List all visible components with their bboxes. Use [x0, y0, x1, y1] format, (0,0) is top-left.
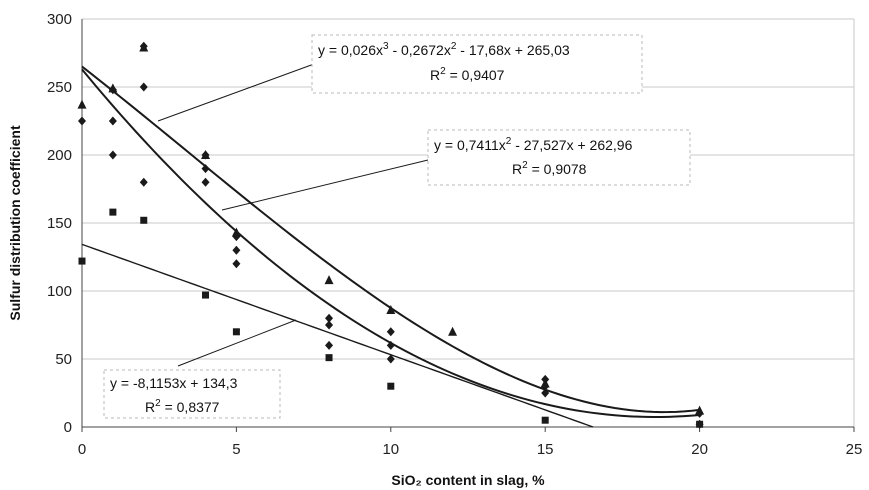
x-tick-label: 15	[537, 441, 554, 458]
y-tick-label: 150	[47, 215, 72, 232]
y-tick-label: 200	[47, 147, 72, 164]
diamond-point	[139, 82, 148, 92]
x-tick-label: 5	[232, 441, 240, 458]
diamond-point	[541, 381, 550, 391]
quadratic-equation: y = 0,7411x2 - 27,527x + 262,96	[434, 136, 633, 153]
x-axis-title: SiO₂ content in slag, %	[391, 472, 545, 488]
square-point	[78, 257, 86, 265]
quadratic-equation-box: y = 0,7411x2 - 27,527x + 262,96 R2 = 0,9…	[427, 129, 691, 186]
diamond-point	[232, 232, 241, 242]
square-point	[109, 208, 117, 216]
square-point	[202, 291, 210, 299]
y-tick-label: 300	[47, 11, 72, 28]
x-tick-labels: 0 5 10 15 20 25	[78, 427, 863, 458]
diamond-point	[201, 150, 210, 160]
diamond-point	[108, 150, 117, 160]
triangle-point	[386, 305, 396, 315]
cubic-leader-line	[157, 63, 315, 122]
cubic-equation-box: y = 0,026x3 - 0,2672x2 - 17,68x + 265,03…	[311, 34, 643, 94]
diamond-point	[325, 313, 334, 323]
diamond-point	[139, 177, 148, 187]
diamond-point	[201, 164, 210, 174]
square-point	[696, 420, 704, 428]
y-tick-label: 100	[47, 283, 72, 300]
data-points	[77, 41, 705, 429]
linear-equation: y = -8,1153x + 134,3	[110, 375, 238, 391]
linear-leader-line	[177, 319, 297, 367]
x-tick-label: 20	[691, 441, 708, 458]
diamond-point	[78, 116, 86, 126]
diamond-point	[325, 320, 334, 330]
quadratic-trendline	[81, 68, 700, 419]
diamond-point	[386, 354, 395, 364]
linear-trendline	[81, 243, 594, 428]
square-point	[541, 416, 549, 424]
diamond-point	[541, 374, 550, 384]
diamond-point	[232, 259, 241, 269]
diamond-point	[108, 85, 117, 95]
y-axis-title: Sulfur distribution coefficient	[7, 125, 23, 321]
x-tick-label: 25	[846, 441, 863, 458]
square-point	[325, 354, 333, 362]
x-tick-label: 0	[78, 441, 86, 458]
y-tick-label: 50	[55, 351, 72, 368]
square-point	[232, 328, 240, 336]
y-tick-label: 0	[64, 419, 72, 436]
triangle-point	[231, 227, 241, 237]
quadratic-leader-line	[221, 159, 429, 211]
diamond-point	[386, 340, 395, 350]
linear-r2: R2 = 0,8377	[145, 398, 220, 415]
diamond-point	[201, 177, 210, 187]
diamond-point	[695, 408, 704, 418]
square-point	[387, 382, 395, 390]
quadratic-r2: R2 = 0,9078	[512, 160, 587, 177]
diamond-point	[386, 327, 395, 337]
triangle-point	[77, 99, 87, 109]
cubic-equation: y = 0,026x3 - 0,2672x2 - 17,68x + 265,03	[318, 41, 570, 58]
triangle-point	[448, 326, 458, 336]
x-tick-label: 10	[382, 441, 399, 458]
diamond-point	[139, 41, 148, 51]
diamond-point	[325, 340, 334, 350]
linear-equation-box: y = -8,1153x + 134,3 R2 = 0,8377	[103, 369, 281, 419]
diamond-point	[541, 388, 550, 398]
y-tick-labels: 0 50 100 150 200 250 300	[47, 11, 72, 436]
cubic-r2: R2 = 0,9407	[430, 66, 505, 83]
triangle-point	[324, 275, 334, 285]
diamond-point	[232, 245, 241, 255]
y-tick-label: 250	[47, 79, 72, 96]
diamond-point	[108, 116, 117, 126]
square-point	[140, 216, 148, 224]
